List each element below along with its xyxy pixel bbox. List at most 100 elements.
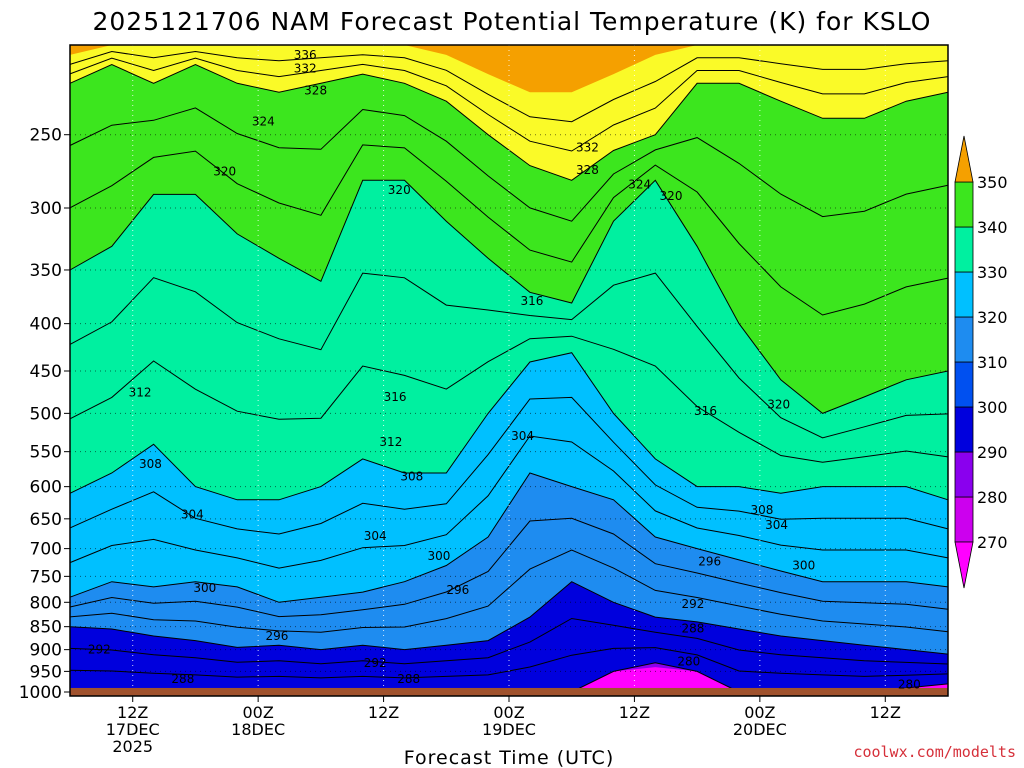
colorbar-extend-bottom: [954, 541, 974, 589]
y-tick-label: 700: [30, 540, 62, 560]
contour-label: 300: [428, 549, 451, 563]
contour-label: 280: [898, 678, 921, 692]
contour-label: 288: [171, 672, 194, 686]
y-axis: 250 300 350 400 450 500 550 600 650 700 750 800 850 9…: [19, 126, 70, 703]
x-tick-label: 2025: [112, 737, 153, 756]
contour-label: 300: [792, 558, 815, 572]
contour-label: 320: [388, 183, 411, 197]
contour-line: [69, 396, 949, 535]
x-tick-label: 12Z: [368, 703, 399, 722]
contour-label: 320: [213, 165, 236, 179]
colorbar-segment: [954, 496, 974, 543]
contour-line: [69, 272, 949, 439]
contour-line: [69, 517, 949, 618]
colorbar-tick-label: 350: [977, 173, 1008, 192]
colorbar-tick-label: 320: [977, 308, 1008, 327]
y-tick-label: 900: [30, 641, 62, 661]
y-tick-label: 800: [30, 593, 62, 613]
chart-title: 2025121706 NAM Forecast Potential Temper…: [93, 7, 932, 36]
y-tick-label: 850: [30, 618, 62, 638]
contour-label: 280: [677, 655, 700, 669]
grid-lines: [70, 45, 948, 696]
x-tick-label: 00Z: [744, 703, 775, 722]
contour-label: 308: [400, 469, 423, 483]
y-tick-label: 550: [30, 443, 62, 463]
y-tick-label: 950: [30, 662, 62, 682]
y-tick-label: 750: [30, 567, 62, 587]
contour-label: 316: [384, 390, 407, 404]
y-tick-label: 650: [30, 510, 62, 530]
ground-layer: [70, 687, 948, 696]
colorbar-extend-top: [954, 135, 974, 183]
colorbar-tick-label: 280: [977, 488, 1008, 507]
contour-label: 288: [397, 672, 420, 686]
colorbar-tick-label: 330: [977, 263, 1008, 282]
x-tick-label: 20DEC: [733, 720, 787, 739]
contour-label: 308: [750, 503, 773, 517]
contour-label: 292: [88, 643, 111, 657]
contour-label: 328: [576, 163, 599, 177]
contour-label: 296: [266, 629, 289, 643]
x-tick-label: 00Z: [493, 703, 524, 722]
x-tick-label: 19DEC: [482, 720, 536, 739]
contour-label: 320: [660, 189, 683, 203]
contour-label: 320: [767, 397, 790, 411]
contour-line: [69, 581, 949, 655]
y-tick-label: 300: [30, 199, 62, 219]
x-tick-label: 00Z: [242, 703, 273, 722]
x-axis-label: Forecast Time (UTC): [404, 747, 614, 768]
contour-label: 308: [139, 457, 162, 471]
y-tick-label: 350: [30, 261, 62, 281]
x-tick-label: 12Z: [619, 703, 650, 722]
contour-label: 332: [294, 61, 317, 75]
contour-label: 316: [694, 404, 717, 418]
ground-fill: [70, 687, 948, 696]
x-tick-label: 12Z: [870, 703, 901, 722]
contour-label: 312: [129, 386, 152, 400]
y-tick-label: 500: [30, 404, 62, 424]
contour-label: 288: [682, 622, 705, 636]
contour-label: 300: [193, 581, 216, 595]
contour-line: [69, 107, 949, 222]
colorbar-tick-label: 290: [977, 443, 1008, 462]
contour-line: [69, 144, 949, 316]
colorbar-segment: [954, 271, 974, 318]
contour-label: 296: [698, 555, 721, 569]
contour-label: 296: [446, 583, 469, 597]
y-tick-label: 450: [30, 362, 62, 382]
contour-label: 292: [682, 597, 705, 611]
colorbar-tick-label: 300: [977, 398, 1008, 417]
contour-label: 304: [181, 507, 204, 521]
contour-line: [69, 352, 949, 501]
contour-label: 336: [294, 48, 317, 62]
y-tick-label: 600: [30, 478, 62, 498]
x-tick-label: 12Z: [117, 703, 148, 722]
contour-line: [69, 617, 949, 665]
colorbar-segment: [954, 406, 974, 453]
colorbar-tick-label: 270: [977, 533, 1008, 552]
y-tick-label: 400: [30, 315, 62, 335]
credit-text: coolwx.com/modelts: [853, 743, 1016, 761]
y-tick-label: 250: [30, 126, 62, 146]
contour-label: 304: [765, 518, 788, 532]
contour-label: 292: [364, 656, 387, 670]
contour-label: 332: [576, 140, 599, 154]
contour-label: 304: [511, 429, 534, 443]
y-tick-label: 1000: [19, 683, 62, 703]
x-tick-label: 17DEC: [106, 720, 160, 739]
contour-label: 324: [252, 115, 275, 129]
x-tick-label: 18DEC: [231, 720, 285, 739]
colorbar-segment: [954, 316, 974, 363]
contour-label: 328: [304, 84, 327, 98]
colorbar: 270 280 290 300 310 320 330 340 350: [954, 135, 1008, 589]
contour-label: 316: [521, 294, 544, 308]
colorbar-segment: [954, 181, 974, 228]
colorbar-segment: [954, 226, 974, 273]
colorbar-tick-label: 310: [977, 353, 1008, 372]
contour-label: 324: [628, 178, 651, 192]
contour-label: 312: [379, 435, 402, 449]
colorbar-segment: [954, 451, 974, 498]
